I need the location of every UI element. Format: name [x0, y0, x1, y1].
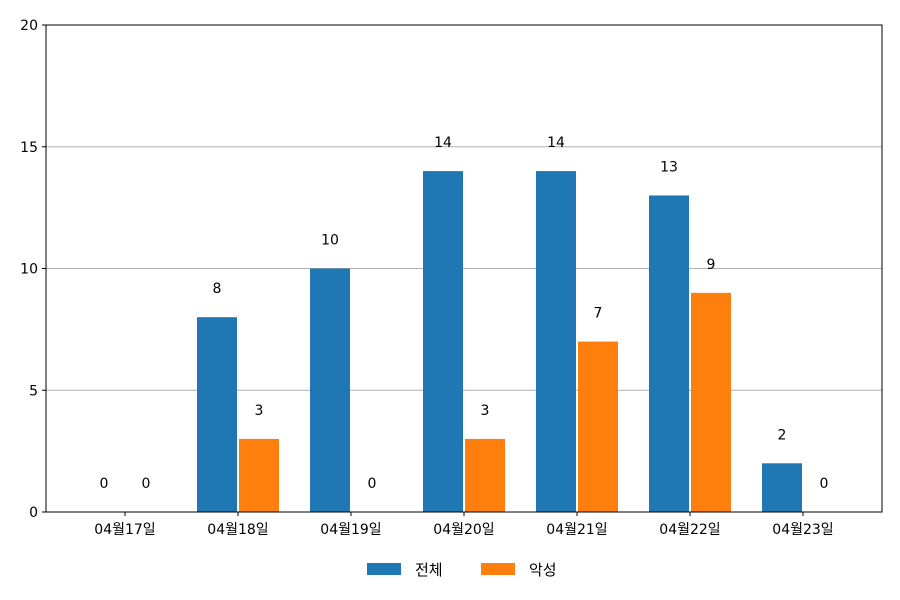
data-label: 14	[434, 135, 452, 151]
data-label: 13	[660, 159, 678, 175]
x-tick-label: 04월22일	[659, 522, 720, 538]
x-tick-label: 04월20일	[433, 522, 494, 538]
x-tick-label: 04월17일	[94, 522, 155, 538]
bar-total	[423, 171, 463, 512]
y-tick-label: 5	[29, 383, 38, 399]
data-label: 0	[142, 476, 151, 492]
bars	[197, 171, 802, 512]
bar-total	[762, 463, 802, 512]
y-tick-label: 0	[29, 505, 38, 521]
data-label: 9	[707, 257, 716, 273]
y-axis: 0 5 10 15 20	[20, 18, 46, 521]
gridlines	[46, 146, 882, 391]
legend-swatch	[481, 563, 515, 575]
y-tick-label: 10	[20, 262, 38, 278]
legend-label: 악성	[529, 561, 557, 579]
data-label: 7	[594, 306, 603, 322]
legend-swatch	[367, 563, 401, 575]
data-label: 10	[321, 233, 339, 249]
bar-total	[310, 268, 350, 512]
bar-total	[197, 317, 237, 512]
legend-label: 전체	[415, 561, 443, 579]
legend: 전체 악성	[367, 561, 557, 579]
bar-malicious	[691, 292, 731, 512]
x-tick-label: 04월19일	[320, 522, 381, 538]
bar-total	[536, 171, 576, 512]
data-label: 3	[481, 403, 490, 419]
bar-malicious	[465, 438, 505, 512]
data-labels: 0 0 8 3 10 0 14 3 14 7 13 9 2 0	[100, 135, 829, 492]
x-tick-label: 04월18일	[207, 522, 268, 538]
x-tick-label: 04월23일	[772, 522, 833, 538]
data-label: 0	[368, 476, 377, 492]
y-tick-label: 20	[20, 18, 38, 34]
data-label: 8	[213, 281, 222, 297]
data-label: 0	[100, 476, 109, 492]
data-label: 2	[778, 427, 787, 443]
data-label: 0	[820, 476, 829, 492]
y-tick-label: 15	[20, 140, 38, 156]
bar-total	[649, 195, 689, 512]
bar-malicious	[239, 438, 279, 512]
x-tick-label: 04월21일	[546, 522, 607, 538]
data-label: 3	[255, 403, 264, 419]
bar-malicious	[578, 341, 618, 512]
data-label: 14	[547, 135, 565, 151]
x-axis: 04월17일 04월18일 04월19일 04월20일 04월21일 04월22일 04월2…	[94, 512, 834, 538]
